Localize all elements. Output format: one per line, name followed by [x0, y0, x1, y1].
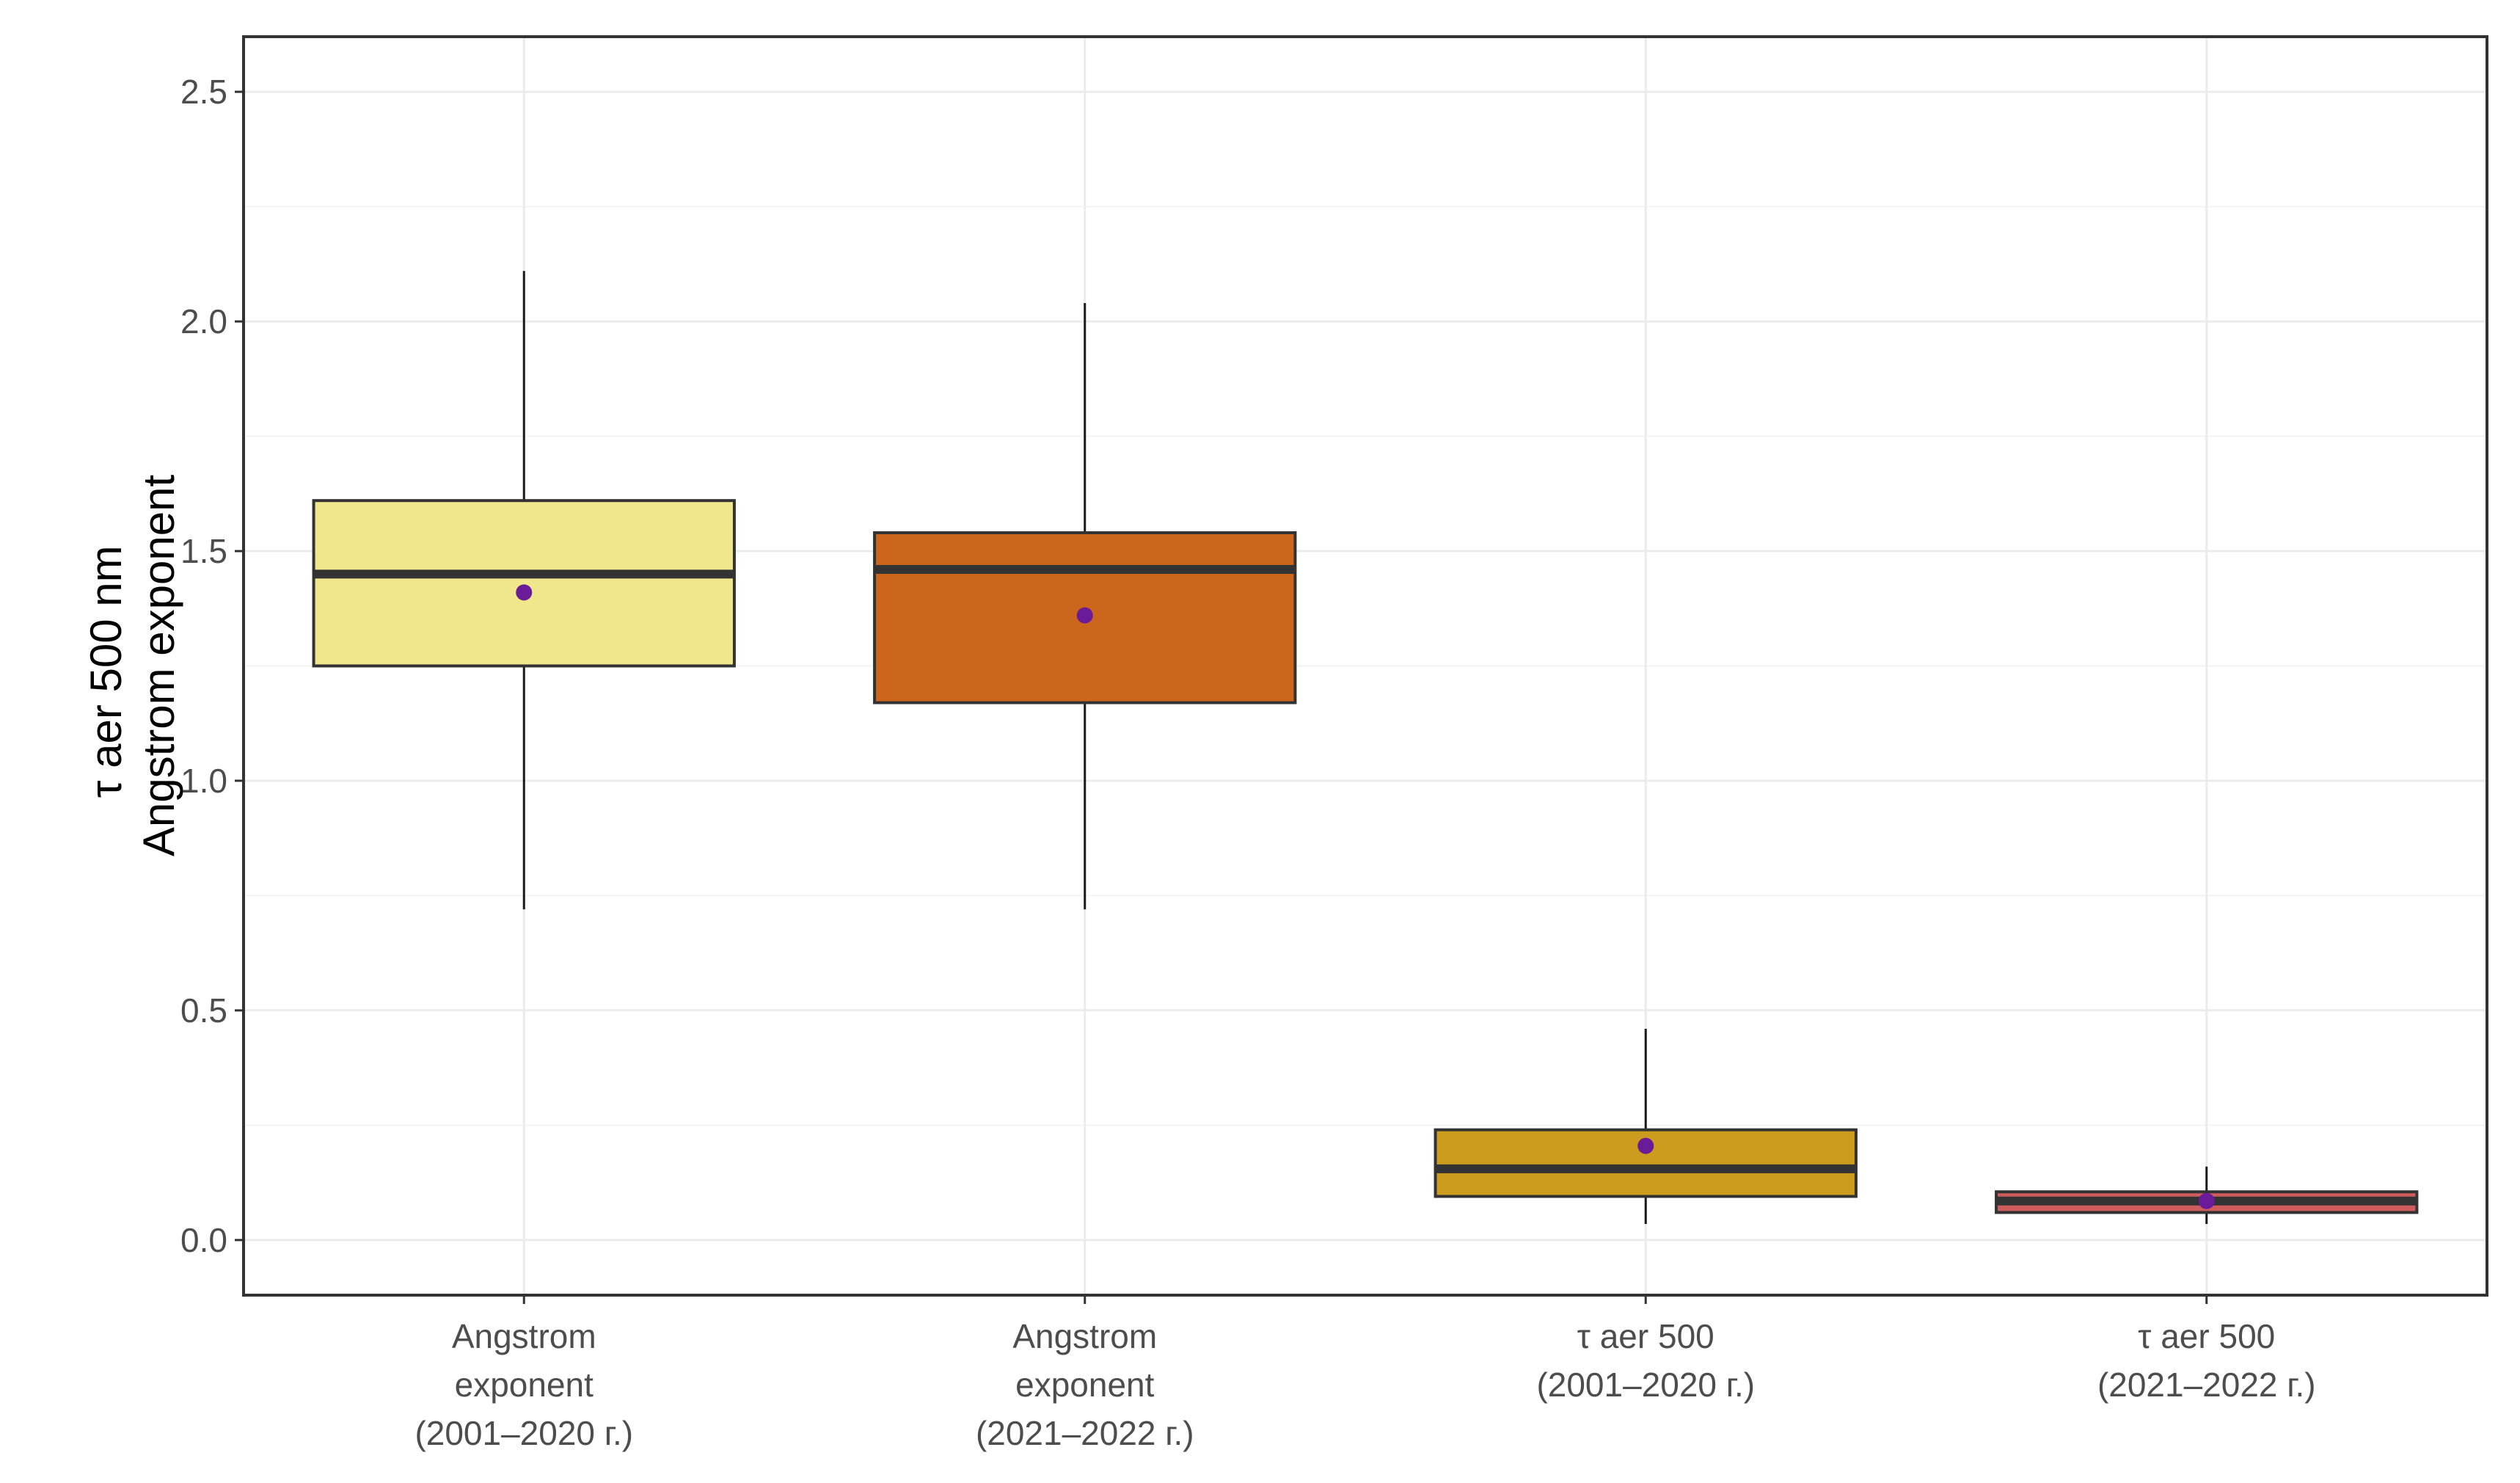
- box-layer: [312, 271, 2419, 1224]
- mean-marker: [1076, 607, 1093, 624]
- y-tick-label: 1.0: [180, 762, 227, 800]
- x-tick-label: τ aer 500 (2001–2020 г.): [1536, 1317, 1755, 1404]
- x-tick-label-line: (2001–2020 г.): [1536, 1366, 1755, 1404]
- x-tick-label-line: τ aer 500: [2138, 1317, 2275, 1355]
- y-tick-label: 1.5: [180, 532, 227, 570]
- y-tick-label: 0.5: [180, 991, 227, 1030]
- x-tick-label-line: exponent: [1015, 1366, 1154, 1404]
- box-group: [1995, 1166, 2419, 1224]
- mean-marker: [2198, 1192, 2215, 1209]
- x-tick-label-line: (2001–2020 г.): [414, 1414, 633, 1452]
- y-tick-label: 2.0: [180, 302, 227, 340]
- y-axis-title: τ aer 500 nm Angstrom exponent: [81, 475, 183, 857]
- x-tick-label-line: (2021–2022 г.): [2097, 1366, 2316, 1404]
- y-tick-label: 2.5: [180, 73, 227, 111]
- x-tick-label-line: τ aer 500: [1577, 1317, 1714, 1355]
- x-tick-label-line: exponent: [455, 1366, 594, 1404]
- plot-panel-border: [242, 35, 2488, 1297]
- box-group: [873, 303, 1297, 910]
- iqr-box: [312, 499, 736, 668]
- x-tick-label-line: Angstrom: [1012, 1317, 1157, 1355]
- x-tick-label-line: (2021–2022 г.): [976, 1414, 1194, 1452]
- mean-marker: [516, 584, 533, 601]
- x-tick-label-line: Angstrom: [452, 1317, 596, 1355]
- y-axis-title-line-2: Angstrom exponent: [134, 475, 183, 857]
- x-axis: Angstrom exponent (2001–2020 г.) Angstrom ex…: [414, 1295, 2316, 1452]
- y-axis: 0.0 0.5 1.0 1.5 2.0 2.5: [180, 73, 244, 1259]
- mean-marker: [1637, 1137, 1654, 1154]
- box-group: [1434, 1028, 1858, 1224]
- y-tick-label: 0.0: [180, 1221, 227, 1259]
- y-axis-title-line-1: τ aer 500 nm: [81, 545, 131, 798]
- box-group: [312, 271, 736, 910]
- x-tick-label: Angstrom exponent (2021–2022 г.): [976, 1317, 1194, 1452]
- x-tick-label: Angstrom exponent (2001–2020 г.): [414, 1317, 633, 1452]
- x-tick-label: τ aer 500 (2021–2022 г.): [2097, 1317, 2316, 1404]
